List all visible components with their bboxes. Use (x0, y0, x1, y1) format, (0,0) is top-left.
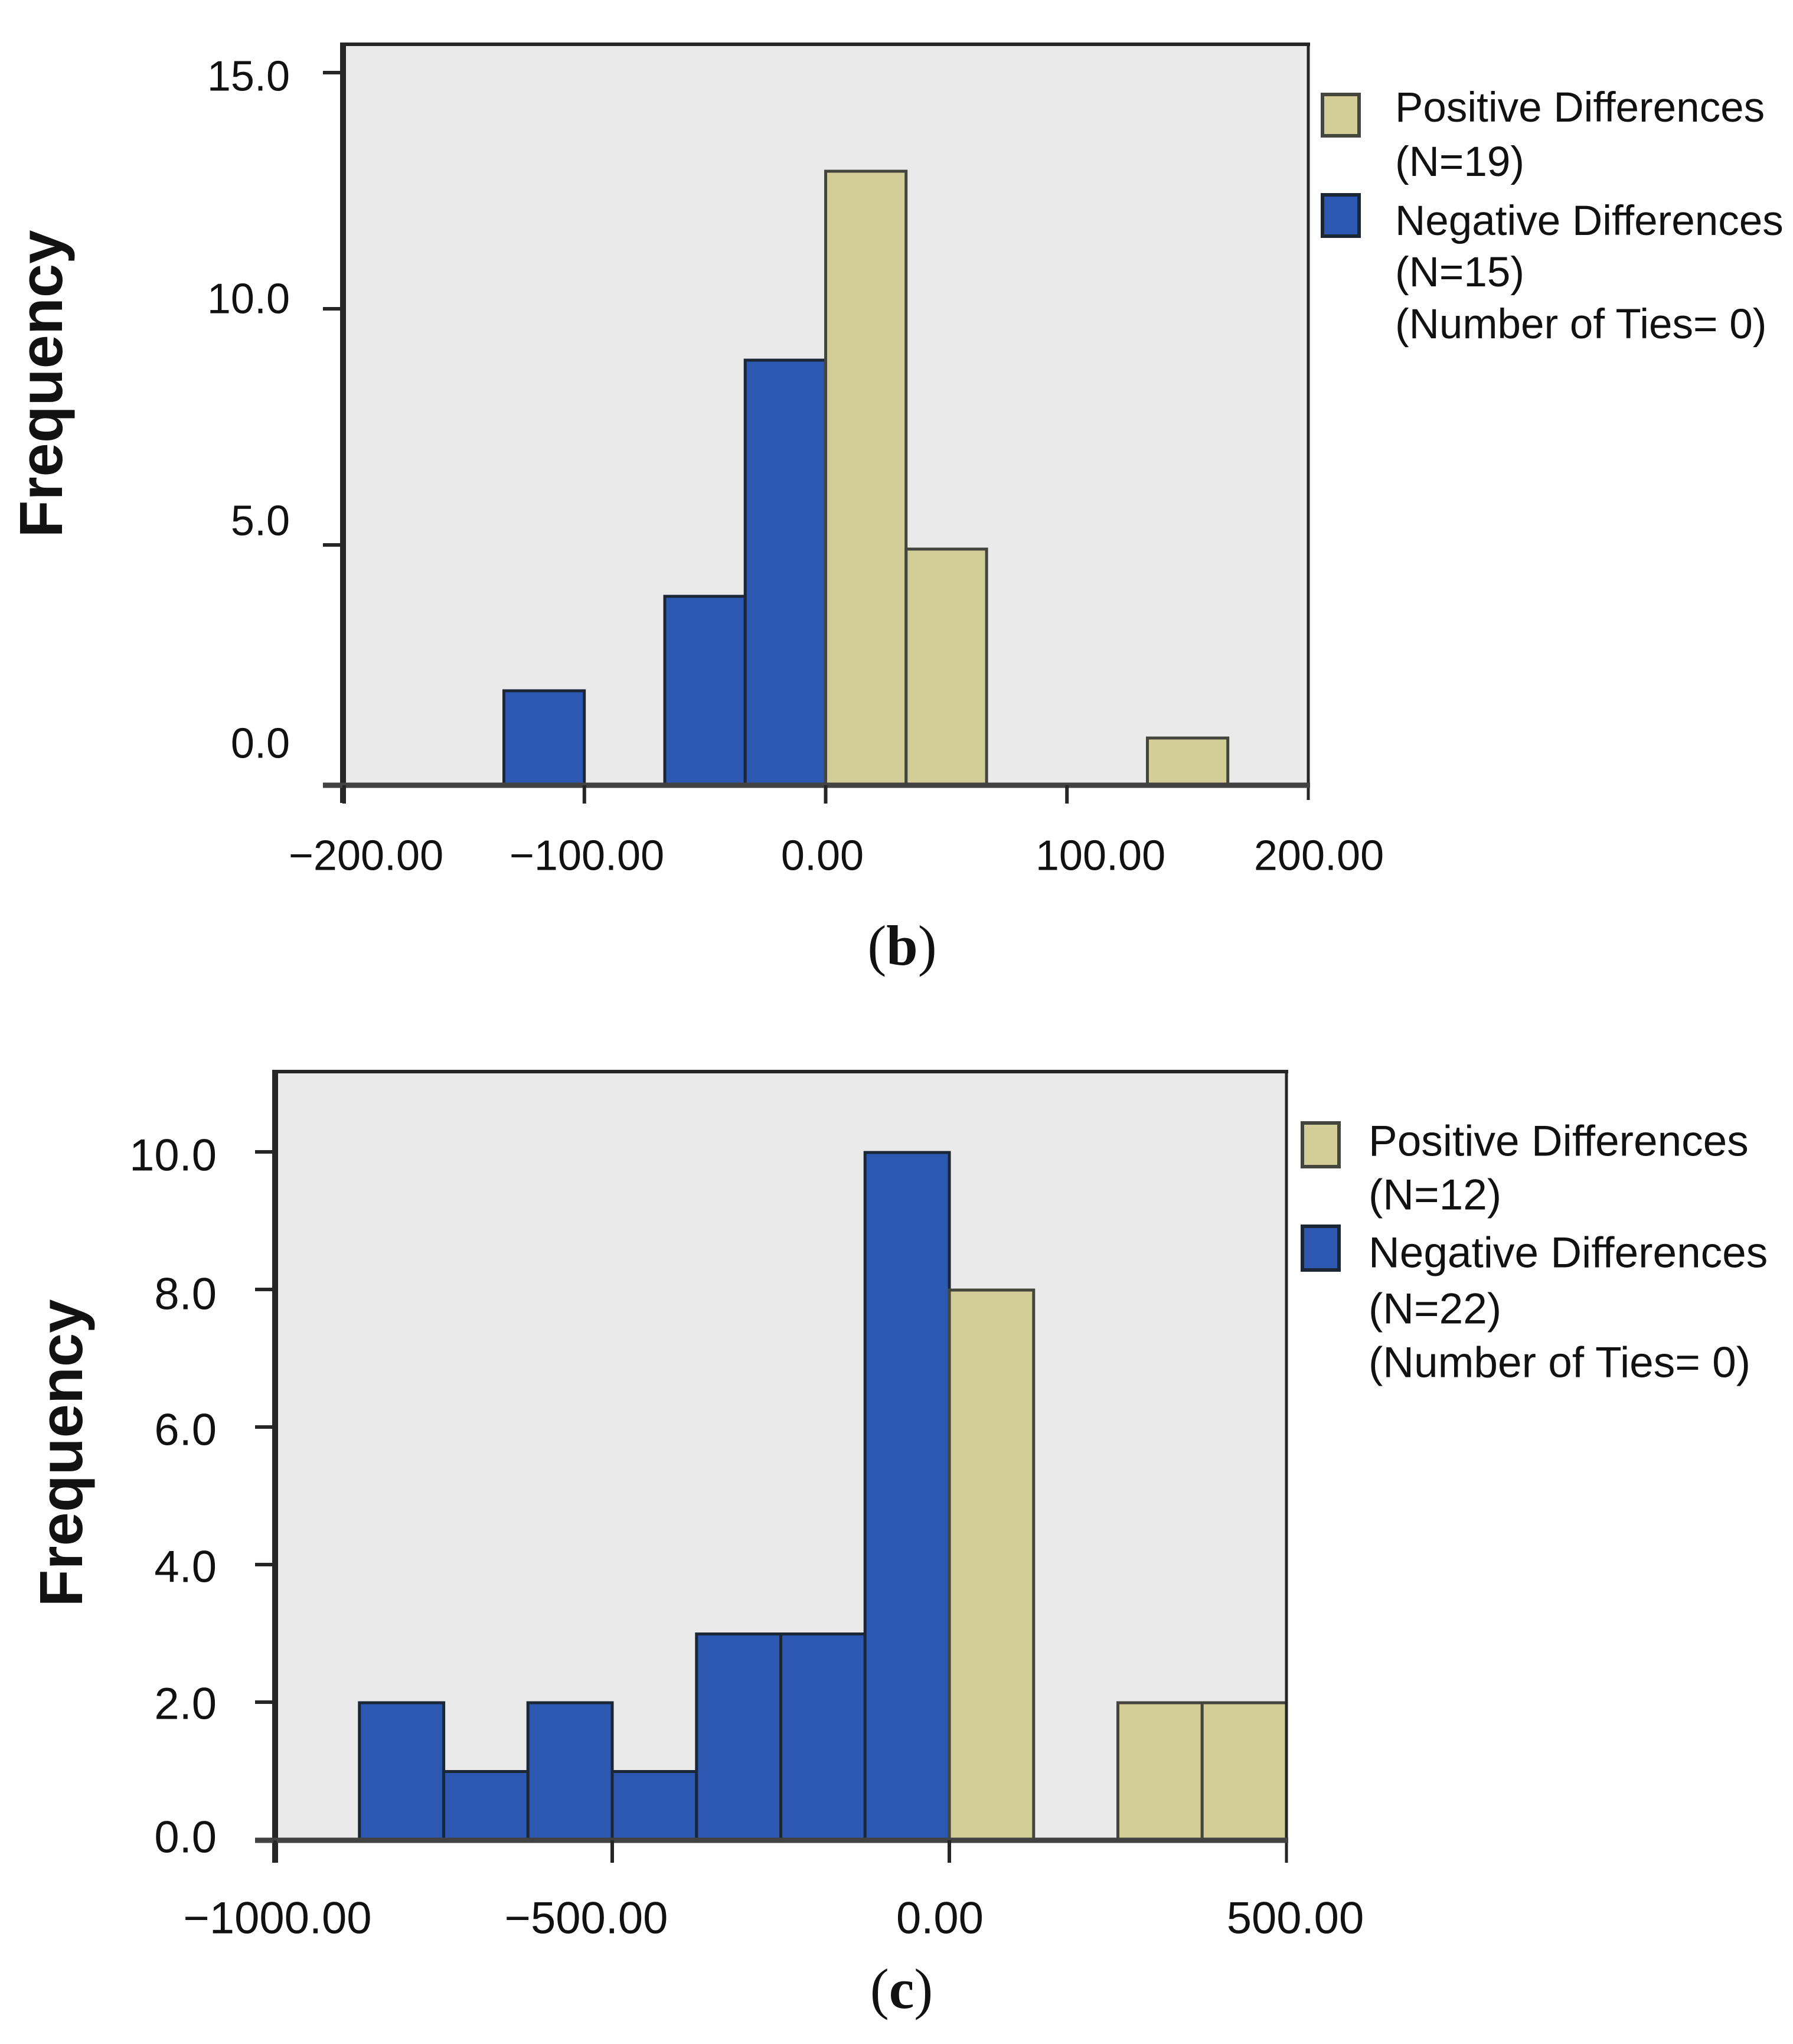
svg-text:2.0: 2.0 (154, 1679, 217, 1729)
svg-text:15.0: 15.0 (207, 53, 290, 100)
svg-text:Positive Differences: Positive Differences (1395, 84, 1765, 131)
svg-text:6.0: 6.0 (154, 1405, 217, 1455)
svg-text:−500.00: −500.00 (505, 1893, 668, 1944)
svg-text:200.00: 200.00 (1254, 832, 1384, 879)
svg-text:−100.00: −100.00 (510, 832, 664, 879)
svg-text:Negative Differences: Negative Differences (1369, 1229, 1768, 1277)
svg-text:10.0: 10.0 (207, 275, 290, 322)
svg-text:0.00: 0.00 (896, 1893, 984, 1944)
svg-text:(N=22): (N=22) (1369, 1285, 1501, 1333)
svg-text:(N=15): (N=15) (1395, 249, 1524, 296)
svg-text:(N=12): (N=12) (1369, 1171, 1501, 1219)
svg-text:Frequency: Frequency (7, 230, 75, 538)
svg-text:500.00: 500.00 (1227, 1893, 1364, 1944)
svg-text:Negative Differences: Negative Differences (1395, 198, 1784, 244)
svg-text:4.0: 4.0 (154, 1542, 217, 1592)
svg-text:0.00: 0.00 (781, 832, 864, 879)
svg-text:−1000.00: −1000.00 (183, 1893, 371, 1944)
svg-text:8.0: 8.0 (154, 1269, 217, 1320)
svg-text:100.00: 100.00 (1036, 832, 1165, 879)
svg-text:−200.00: −200.00 (289, 832, 443, 879)
svg-text:0.0: 0.0 (231, 720, 290, 767)
svg-text:(N=19): (N=19) (1395, 139, 1524, 185)
svg-text:Frequency: Frequency (27, 1299, 95, 1607)
svg-text:10.0: 10.0 (129, 1131, 217, 1181)
svg-text:Positive Differences: Positive Differences (1369, 1118, 1749, 1165)
svg-text:(Number of Ties= 0): (Number of Ties= 0) (1369, 1339, 1750, 1387)
svg-text:(c): (c) (870, 1957, 933, 2020)
svg-text:(Number of Ties= 0): (Number of Ties= 0) (1395, 301, 1766, 348)
svg-text:5.0: 5.0 (231, 497, 290, 544)
svg-text:0.0: 0.0 (154, 1813, 217, 1863)
svg-text:(b): (b) (867, 914, 936, 977)
